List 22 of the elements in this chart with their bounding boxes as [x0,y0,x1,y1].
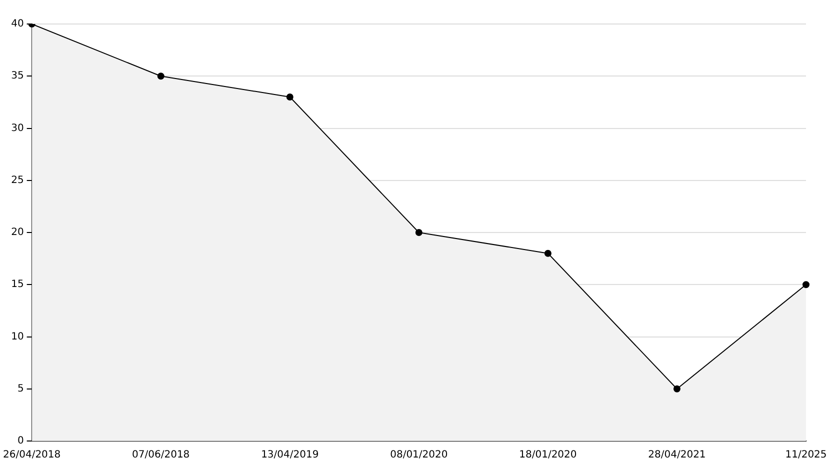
point [415,229,422,236]
x-tick-label: 08/01/2020 [390,450,448,461]
x-tick-label: 18/01/2020 [519,450,577,461]
x-tick-label: 13/04/2019 [261,450,319,461]
y-tick-label: 0 [17,436,24,447]
y-tick-label: 30 [11,122,24,134]
point [802,281,810,288]
point [286,93,294,100]
point [157,72,164,80]
y-tick-label: 10 [11,331,24,342]
x-tick-label: 07/06/2018 [132,450,190,461]
y-tick-label: 15 [11,279,24,290]
x-tick-label: 28/04/2021 [648,450,706,461]
y-tick-label: 20 [11,227,24,238]
y-tick-label: 5 [17,383,24,394]
point [544,250,552,257]
y-tick-label: 40 [11,18,24,30]
y-tick-label: 25 [11,174,24,186]
x-tick-label: 11/2025 [785,450,827,461]
x-tick-label: 26/04/2018 [3,450,61,461]
y-tick-label: 35 [11,70,24,82]
point [673,385,680,392]
